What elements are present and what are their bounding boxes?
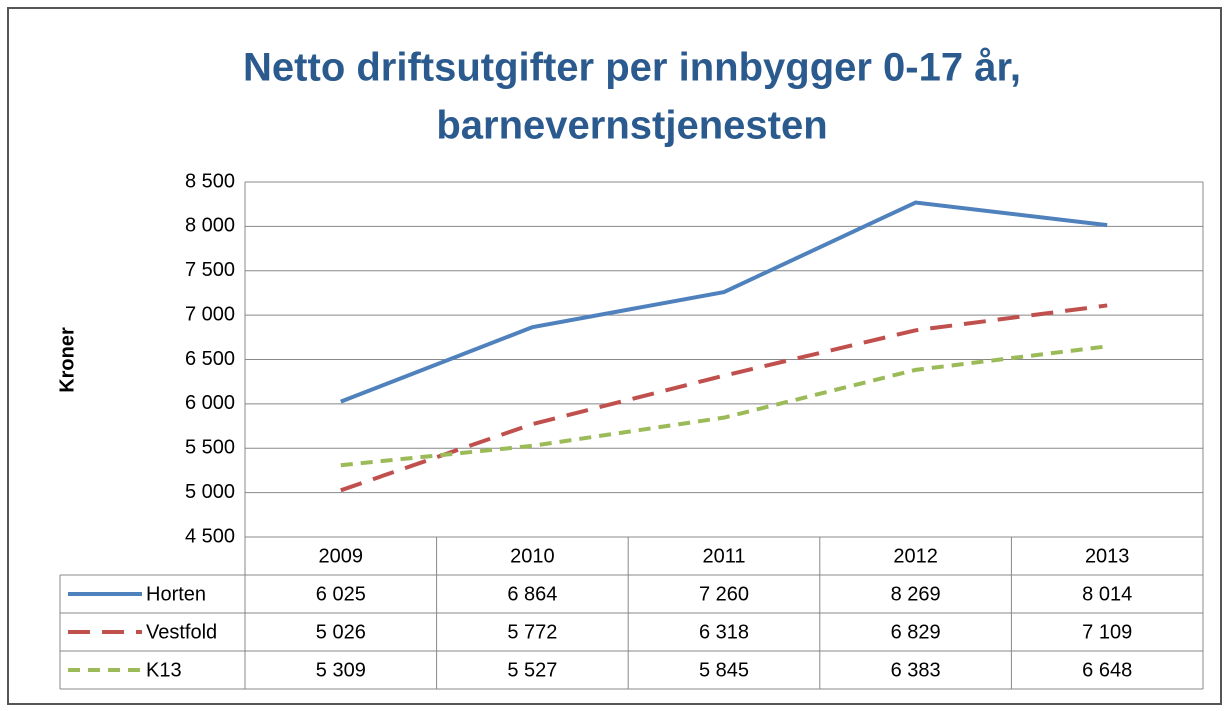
table-cell: 8 269 — [891, 583, 941, 605]
y-tick-label: 5 500 — [185, 437, 235, 459]
legend-label: Vestfold — [146, 621, 217, 643]
legend-label: K13 — [146, 659, 182, 681]
series-line — [340, 303, 1108, 493]
y-tick-label: 8 500 — [185, 170, 235, 192]
table-cell: 5 772 — [507, 621, 557, 643]
legend-label: Horten — [146, 583, 206, 605]
x-tick-label: 2010 — [510, 545, 555, 567]
x-tick-label: 2012 — [893, 545, 938, 567]
table-cell: 6 864 — [507, 583, 557, 605]
chart-title: Netto driftsutgifter per innbygger 0-17 … — [243, 46, 1021, 90]
table-cell: 7 260 — [699, 583, 749, 605]
y-axis-label: Kroner — [56, 327, 78, 393]
y-tick-label: 7 500 — [185, 259, 235, 281]
x-tick-label: 2011 — [702, 545, 745, 567]
x-tick-label: 2009 — [319, 545, 364, 567]
series-line — [340, 200, 1108, 404]
table-cell: 5 026 — [316, 621, 366, 643]
y-tick-label: 6 500 — [185, 348, 235, 370]
table-cell: 8 014 — [1082, 583, 1132, 605]
table-cell: 6 025 — [316, 583, 366, 605]
series-line — [340, 344, 1108, 468]
y-tick-label: 5 000 — [185, 481, 235, 503]
table-cell: 6 383 — [891, 659, 941, 681]
table-cell: 6 318 — [699, 621, 749, 643]
chart-title: barnevernstjenesten — [436, 104, 827, 148]
y-tick-label: 4 500 — [185, 525, 235, 547]
x-tick-label: 2013 — [1085, 545, 1130, 567]
table-cell: 7 109 — [1082, 621, 1132, 643]
table-cell: 6 829 — [891, 621, 941, 643]
table-cell: 6 648 — [1082, 659, 1132, 681]
table-cell: 5 309 — [316, 659, 366, 681]
table-cell: 5 845 — [699, 659, 749, 681]
table-cell: 5 527 — [507, 659, 557, 681]
y-tick-label: 6 000 — [185, 392, 235, 414]
y-tick-label: 8 000 — [185, 215, 235, 237]
y-tick-label: 7 000 — [185, 303, 235, 325]
